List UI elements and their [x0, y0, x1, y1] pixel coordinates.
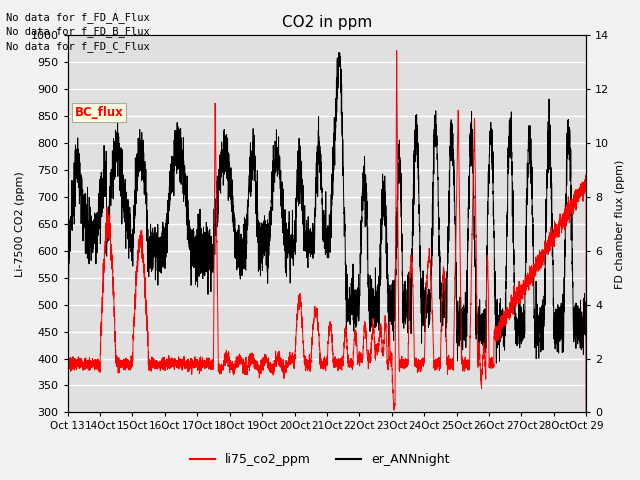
Text: No data for f_FD_B_Flux: No data for f_FD_B_Flux	[6, 26, 150, 37]
Title: CO2 in ppm: CO2 in ppm	[282, 15, 372, 30]
Y-axis label: FD chamber flux (ppm): FD chamber flux (ppm)	[615, 159, 625, 288]
Text: BC_flux: BC_flux	[74, 106, 124, 119]
Y-axis label: Li-7500 CO2 (ppm): Li-7500 CO2 (ppm)	[15, 171, 25, 277]
Text: No data for f_FD_A_Flux: No data for f_FD_A_Flux	[6, 12, 150, 23]
Text: No data for f_FD_C_Flux: No data for f_FD_C_Flux	[6, 41, 150, 52]
Legend: li75_co2_ppm, er_ANNnight: li75_co2_ppm, er_ANNnight	[186, 448, 454, 471]
